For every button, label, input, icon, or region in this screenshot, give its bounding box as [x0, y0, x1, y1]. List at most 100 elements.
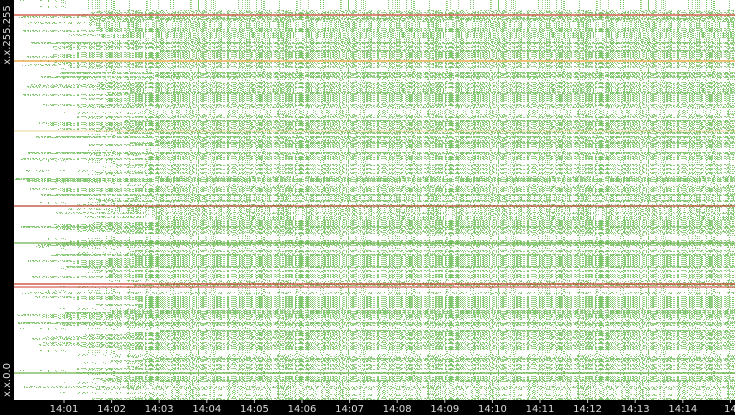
dot-row	[128, 96, 735, 98]
dot-row	[106, 236, 735, 238]
dot-row	[134, 196, 735, 198]
dot-row	[88, 134, 735, 136]
dot-row	[154, 138, 735, 140]
dot-row	[55, 48, 735, 50]
dot-row	[93, 88, 735, 90]
dot-row	[98, 200, 735, 202]
dot-row	[96, 172, 735, 174]
dot-row	[110, 310, 735, 312]
dot-row	[87, 198, 735, 200]
dot-row	[130, 396, 735, 398]
dot-row	[94, 270, 735, 272]
dot-row	[139, 278, 735, 280]
dot-row	[30, 202, 735, 204]
dot-row	[107, 100, 735, 102]
dot-row	[162, 234, 735, 236]
dot-row	[112, 356, 735, 358]
dot-row	[159, 282, 735, 284]
dot-row	[98, 82, 735, 84]
dot-row	[151, 340, 735, 342]
dot-row	[100, 36, 735, 38]
dot-row	[21, 226, 735, 228]
dot-row	[93, 222, 735, 224]
dot-row	[97, 10, 735, 12]
dot-row	[74, 298, 735, 300]
dot-row	[43, 342, 735, 344]
dot-row	[19, 64, 735, 66]
dot-row	[54, 224, 735, 226]
dot-row	[81, 264, 735, 266]
dot-row	[99, 166, 735, 168]
dot-row	[96, 28, 735, 30]
dot-row	[38, 244, 735, 246]
dot-row	[109, 280, 735, 282]
dot-row	[27, 180, 735, 182]
dot-row	[154, 140, 735, 142]
dot-row	[115, 232, 735, 234]
dot-row	[141, 186, 735, 188]
dot-row	[20, 158, 735, 160]
dot-row	[78, 150, 735, 152]
dot-row	[75, 374, 735, 376]
dot-row	[47, 124, 735, 126]
dot-row	[111, 360, 735, 362]
dot-row	[60, 324, 735, 326]
dot-row	[130, 108, 735, 110]
dot-row	[39, 344, 735, 346]
dot-row	[88, 118, 735, 120]
x-tick-label: 14:02	[97, 404, 126, 415]
dot-row	[86, 8, 735, 10]
dot-row	[40, 316, 735, 318]
dot-row	[80, 4, 735, 6]
dot-row	[73, 354, 735, 356]
dot-row	[89, 320, 735, 322]
dot-row	[98, 26, 735, 28]
dot-row	[37, 350, 735, 352]
dot-row	[16, 328, 735, 330]
dot-row	[60, 68, 735, 70]
dot-row	[48, 290, 735, 292]
dot-row	[84, 362, 735, 364]
dot-row	[30, 188, 735, 190]
x-tick-label: 14:13	[621, 404, 650, 415]
x-tick-label: 14:05	[240, 404, 269, 415]
dot-row	[109, 40, 735, 42]
dot-row	[35, 296, 735, 298]
dot-row	[120, 184, 735, 186]
dot-row	[158, 220, 735, 222]
dot-row	[87, 144, 735, 146]
dot-row	[61, 78, 735, 80]
dot-row	[74, 252, 735, 254]
dot-row	[79, 98, 735, 100]
dot-row	[34, 6, 735, 8]
dot-row	[64, 112, 735, 114]
dot-row	[28, 260, 735, 262]
dot-row	[57, 128, 735, 130]
dot-row	[31, 84, 735, 86]
x-axis: 14:01 14:02 14:03 14:04 14:05 14:06 14:07 14:08…	[50, 400, 735, 415]
dot-row	[23, 94, 735, 96]
dot-row	[70, 240, 735, 242]
dot-row	[60, 72, 735, 74]
dot-row	[102, 126, 735, 128]
y-bottom-label: x.x.0.0	[2, 363, 13, 397]
dot-row	[99, 288, 735, 290]
dot-row	[28, 152, 735, 154]
dot-row	[73, 262, 735, 264]
dot-row	[124, 120, 735, 122]
dot-row	[161, 146, 735, 148]
dot-row	[91, 12, 735, 14]
dot-row	[90, 20, 735, 22]
dot-row	[61, 44, 735, 46]
dot-row	[148, 114, 735, 116]
dot-row	[58, 268, 735, 270]
dot-row	[154, 176, 735, 178]
dot-row	[107, 210, 735, 212]
dot-row	[67, 208, 735, 210]
x-tick-label: 14	[724, 404, 735, 415]
dot-row	[145, 302, 735, 304]
x-tick-label: 14:01	[50, 404, 79, 415]
dot-row	[126, 332, 735, 334]
dot-row	[57, 248, 735, 250]
dot-row	[85, 216, 735, 218]
